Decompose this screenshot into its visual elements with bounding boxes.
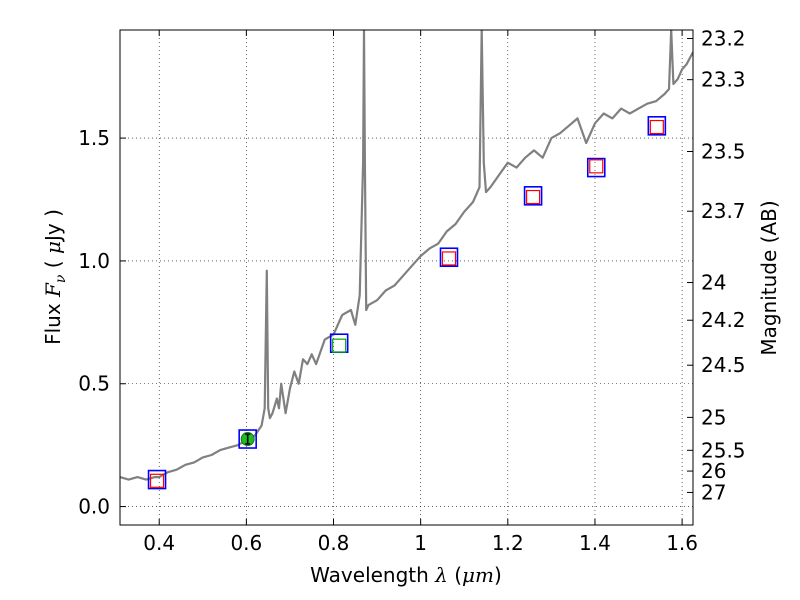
- y-tick-label: 1.5: [78, 126, 110, 150]
- y-axis-label: Flux Fν ( μJy ): [41, 209, 69, 345]
- mag-tick-label: 24.5: [701, 353, 746, 377]
- mag-tick-label: 24.2: [701, 308, 746, 332]
- mag-tick-label: 23.2: [701, 26, 746, 50]
- mag-tick-label: 25: [701, 405, 726, 429]
- observed-flux-marker: [523, 186, 543, 206]
- axis-ticks: 0.4 0.6 0.8 1 1.2 1.4 1.6 0.0 0.5 1.0 1.5 23.2 23.3 2…: [78, 26, 745, 555]
- x-tick-label: 1.2: [492, 531, 524, 555]
- plot-frame: [119, 29, 694, 526]
- y-tick-label: 0.5: [78, 372, 110, 396]
- x-tick-label: 0.4: [143, 531, 175, 555]
- plot-area: [120, 30, 693, 490]
- x-tick-label: 1: [414, 531, 427, 555]
- model-flux-marker: [649, 119, 664, 135]
- x-tick-label: 0.6: [230, 531, 262, 555]
- model-flux-marker: [441, 251, 457, 266]
- mag-tick-label: 23.7: [701, 199, 746, 223]
- mag-tick-label: 23.5: [701, 139, 746, 163]
- mag-tick-label: 27: [701, 480, 726, 504]
- mag-tick-label: 23.3: [701, 68, 746, 92]
- model-flux-marker-green: [332, 338, 347, 353]
- observed-flux-marker: [147, 469, 167, 490]
- y2-axis-label: Magnitude (AB): [757, 200, 781, 355]
- x-tick-label: 0.8: [318, 531, 350, 555]
- mag-tick-label: 26: [701, 459, 726, 483]
- mag-tick-label: 24: [701, 271, 726, 295]
- observed-flux-marker: [238, 429, 257, 449]
- observed-flux-marker: [647, 116, 667, 136]
- model-flux-marker: [149, 473, 165, 488]
- y-tick-label: 1.0: [78, 249, 110, 273]
- x-tick-label: 1.4: [579, 531, 611, 555]
- observed-flux-marker: [586, 157, 606, 178]
- x-tick-label: 1.6: [666, 531, 698, 555]
- y-tick-label: 0.0: [78, 495, 110, 519]
- model-flux-marker: [589, 159, 604, 174]
- observed-flux-marker: [439, 247, 459, 268]
- mag-tick-label: 25.5: [701, 438, 746, 462]
- model-flux-marker: [525, 189, 541, 205]
- x-axis-label: Wavelength λ (μm): [310, 563, 502, 587]
